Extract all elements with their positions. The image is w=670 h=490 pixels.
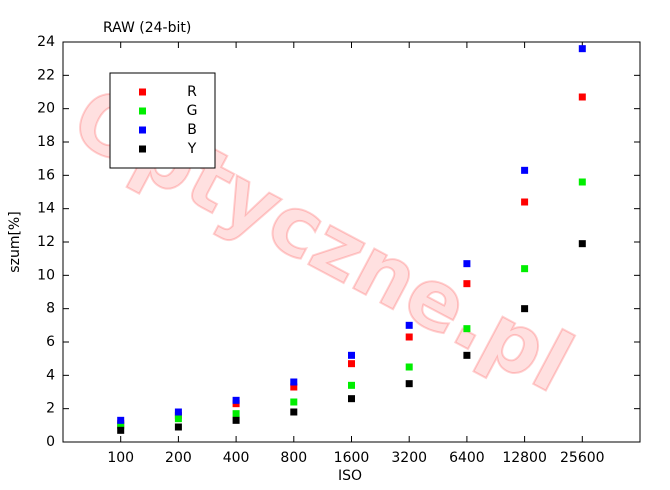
point [290,398,298,406]
point [117,426,125,434]
x-tick-label: 100 [107,450,134,466]
point [405,380,413,388]
point [521,198,529,206]
x-tick-label: 3200 [391,450,427,466]
point [521,305,529,313]
point [348,395,355,403]
point [117,421,125,429]
legend-marker [139,107,146,115]
point [117,416,125,424]
y-tick-label: 24 [37,34,55,50]
point [463,260,471,268]
y-tick-label: 14 [37,201,55,217]
point [348,381,355,389]
y-tick-label: 2 [46,401,55,417]
y-tick-label: 10 [37,267,55,283]
point [463,280,471,288]
point [348,360,355,368]
x-tick-label: 25600 [560,450,605,466]
point [174,408,182,416]
x-tick-label: 200 [165,450,192,466]
point [463,351,471,359]
legend-box [109,72,216,169]
point [174,423,182,431]
y-tick-label: 6 [46,334,55,350]
legend-marker [139,88,146,96]
y-tick-label: 18 [37,134,55,150]
point [578,93,586,101]
legend-label: R [187,84,197,100]
y-tick-label: 0 [46,434,55,450]
point [578,240,586,248]
point [578,45,586,53]
point [290,383,298,391]
point [405,321,413,329]
point [521,265,529,273]
x-tick-label: 800 [280,450,307,466]
x-tick-label: 6400 [449,450,485,466]
point [232,416,240,424]
legend-label: Y [187,141,197,157]
x-axis-label: ISO [338,468,362,484]
legend-marker [139,145,146,153]
chart-title: RAW (24-bit) [103,20,191,36]
point [521,166,529,174]
y-tick-label: 22 [37,67,55,83]
x-tick-label: 1600 [334,450,370,466]
legend-label: G [187,103,198,119]
point [232,396,240,404]
y-tick-label: 8 [46,301,55,317]
x-tick-label: 12800 [502,450,547,466]
y-axis-label: szum[%] [7,211,23,272]
point [405,333,413,341]
point [578,178,586,186]
point [290,408,298,416]
point [348,351,355,359]
legend-marker [139,126,146,134]
y-tick-label: 16 [37,167,55,183]
point [174,415,182,423]
y-tick-label: 12 [37,234,55,250]
point [405,363,413,371]
point [232,410,240,418]
y-tick-label: 20 [37,101,55,117]
x-tick-label: 400 [223,450,250,466]
y-tick-label: 4 [46,367,55,383]
point [290,378,298,386]
point [463,325,471,333]
legend-label: B [187,122,197,138]
